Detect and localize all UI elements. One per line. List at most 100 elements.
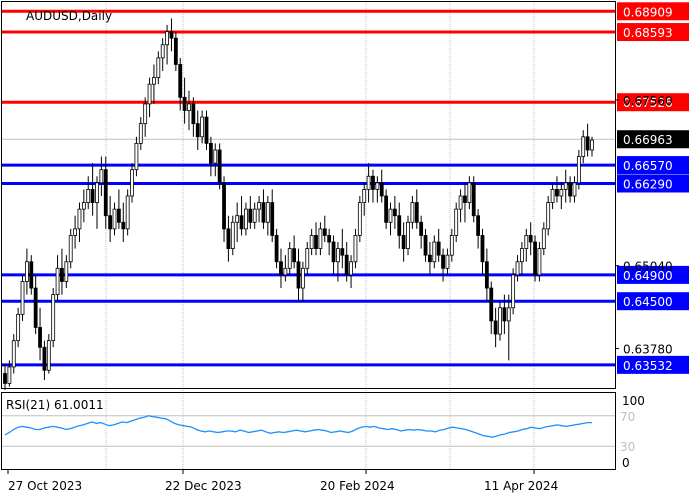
- candle-body: [480, 235, 485, 263]
- candle-body: [300, 267, 305, 289]
- candle-body: [541, 228, 546, 249]
- time-tick-label: 11 Apr 2024: [484, 479, 558, 493]
- candle-body: [60, 267, 64, 282]
- candle-body: [235, 215, 240, 223]
- rsi-level-label: 30: [620, 440, 635, 454]
- candle-body: [331, 241, 336, 263]
- candle-body: [252, 208, 257, 223]
- price-tick-label: 0.63780: [623, 343, 673, 357]
- candle-body: [388, 208, 393, 223]
- candle-body: [349, 261, 353, 276]
- candle-body: [3, 373, 7, 384]
- candle-body: [484, 261, 489, 289]
- support-price-tag: [617, 292, 689, 311]
- candle-body: [318, 228, 323, 249]
- resistance-price-tag-text: 0.68909: [623, 5, 673, 19]
- candle-body: [55, 267, 60, 296]
- candle-body: [204, 116, 209, 144]
- candle-body: [11, 340, 16, 368]
- candle-body: [29, 261, 34, 289]
- candle-body: [239, 215, 244, 230]
- candle-body: [200, 116, 205, 138]
- candle-body: [410, 202, 415, 223]
- candle-body: [195, 123, 200, 138]
- candle-body: [292, 248, 297, 263]
- candle-body: [25, 261, 29, 282]
- rsi-indicator: 70 30 100 0: [2, 394, 645, 470]
- candle-body: [414, 202, 419, 223]
- candle-body: [112, 208, 117, 230]
- candle-body: [77, 208, 82, 230]
- candle-body: [401, 235, 406, 249]
- candle-body: [226, 228, 231, 249]
- candle-body: [568, 182, 572, 197]
- candle-body: [498, 307, 502, 335]
- candle-body: [287, 248, 292, 269]
- candle-body: [283, 267, 288, 276]
- time-tick-label: 20 Feb 2024: [320, 479, 395, 493]
- candle-body: [353, 235, 358, 263]
- candle-body: [265, 202, 270, 223]
- candle-body: [143, 103, 148, 125]
- candle-body: [7, 366, 12, 384]
- candle-body: [222, 182, 226, 230]
- candle-body: [42, 346, 47, 371]
- candle-body: [20, 281, 25, 315]
- candle-body: [217, 149, 222, 184]
- rsi-label: RSI(21) 61.0011: [6, 398, 104, 412]
- candle-body: [379, 182, 384, 197]
- candle-body: [445, 254, 450, 269]
- candle-body: [213, 149, 218, 164]
- candle-body: [130, 169, 134, 197]
- time-axis: 27 Oct 2023 22 Dec 2023 20 Feb 2024 11 Apr …: [7, 469, 558, 493]
- rsi-scale-label: 0: [622, 456, 630, 470]
- candle-body: [340, 248, 345, 256]
- candle-body: [46, 340, 51, 371]
- candle-body: [182, 96, 187, 111]
- resistance-price-tag-text: 0.67526: [623, 96, 673, 110]
- candle-body: [454, 208, 459, 236]
- candle-body: [375, 182, 380, 190]
- candle-body: [406, 221, 410, 249]
- candle-body: [515, 261, 520, 276]
- candle-body: [366, 175, 371, 190]
- candle-body: [511, 274, 516, 309]
- current-price-tag-text: 0.66963: [623, 133, 673, 147]
- candle-body: [73, 228, 77, 236]
- support-price-tag-text: 0.66570: [623, 159, 673, 173]
- candle-body: [528, 235, 533, 243]
- candle-body: [397, 215, 402, 236]
- resistance-price-tag: [617, 93, 689, 112]
- candle-body: [449, 235, 454, 256]
- rsi-pane-frame: [1, 392, 616, 470]
- rsi-line: [4, 415, 592, 438]
- candle-body: [248, 208, 253, 223]
- candle-body: [392, 208, 397, 217]
- support-price-tag-text: 0.63532: [623, 359, 673, 373]
- candle-body: [590, 139, 594, 151]
- price-tick-label: 0.65040: [623, 260, 673, 274]
- candle-body: [95, 182, 99, 203]
- support-price-tag: [617, 355, 689, 374]
- candle-body: [362, 189, 367, 203]
- candle-body: [476, 215, 481, 236]
- candle-body: [559, 189, 564, 197]
- candle-body: [524, 235, 529, 249]
- candle-body: [125, 195, 130, 230]
- candle-body: [244, 208, 248, 230]
- candle-body: [279, 261, 283, 276]
- candle-body: [419, 221, 424, 236]
- candle-body: [576, 156, 581, 184]
- candle-body: [550, 189, 555, 203]
- candle-body: [467, 182, 472, 203]
- candle-body: [344, 254, 349, 276]
- candle-body: [64, 261, 69, 282]
- candle-body: [428, 254, 432, 263]
- candle-body: [121, 221, 126, 230]
- candle-body: [134, 142, 139, 171]
- support-price-tag-text: 0.66290: [623, 177, 673, 191]
- candle-body: [314, 235, 318, 249]
- resistance-price-tag-text: 0.68593: [623, 26, 673, 40]
